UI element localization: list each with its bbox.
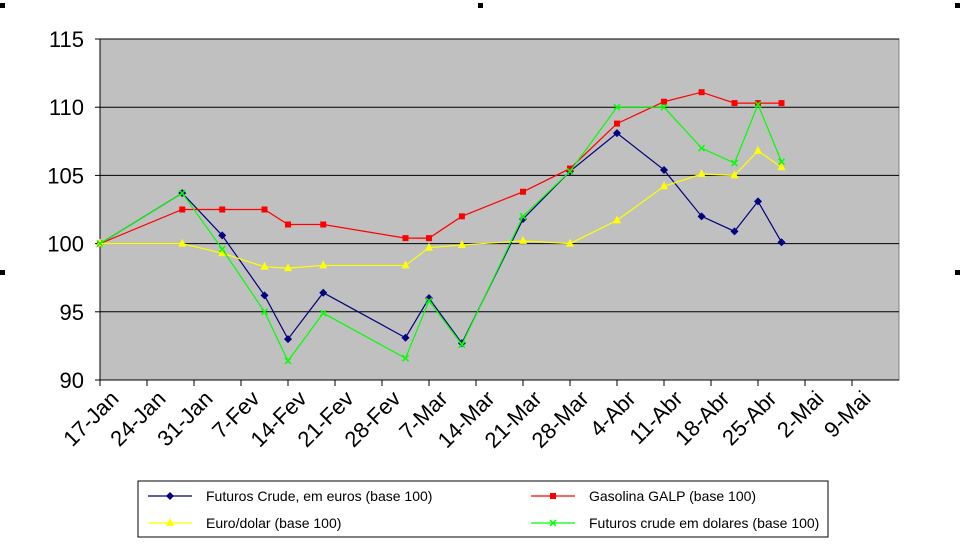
data-point (458, 341, 466, 349)
data-point (425, 297, 433, 305)
legend-box (137, 480, 829, 538)
selection-handle-top-right[interactable] (955, 3, 960, 8)
data-point (96, 240, 104, 248)
selection-handle-top-left[interactable] (0, 3, 5, 8)
legend-marker (166, 518, 174, 526)
data-point (218, 245, 226, 253)
data-point (777, 238, 786, 247)
data-point (778, 100, 785, 107)
data-point (218, 231, 227, 240)
data-point (284, 335, 292, 344)
x-tick-label: 2-Mai (772, 386, 829, 443)
data-point (519, 212, 527, 220)
data-point (285, 221, 291, 228)
data-point (260, 291, 269, 300)
y-tick-label: 105 (47, 163, 84, 188)
data-point (179, 206, 186, 213)
legend-marker (550, 493, 556, 499)
data-point (401, 333, 410, 342)
data-point (520, 188, 526, 195)
y-tick-label: 100 (47, 232, 84, 257)
data-point (777, 158, 786, 166)
data-point (730, 159, 739, 167)
data-point (178, 189, 186, 197)
data-point (260, 261, 269, 270)
data-point (218, 248, 227, 257)
data-point (458, 213, 465, 220)
data-point (731, 100, 738, 107)
data-point (425, 242, 433, 251)
data-point (567, 165, 573, 172)
data-point (457, 239, 466, 248)
x-tick-label: 9-Mai (819, 386, 876, 443)
data-point (320, 221, 327, 228)
data-point (754, 197, 762, 206)
data-point (566, 238, 574, 247)
data-point (660, 165, 668, 174)
data-point (730, 170, 739, 179)
data-point (260, 308, 269, 316)
data-point (284, 263, 292, 272)
data-point (698, 144, 706, 152)
data-point (426, 235, 432, 242)
data-point (566, 167, 574, 175)
x-tick-label: 25-Abr (717, 386, 781, 450)
data-point (519, 235, 527, 244)
data-point (661, 98, 667, 105)
y-tick-label: 110 (49, 95, 84, 120)
data-point (284, 357, 292, 365)
legend-marker (549, 519, 557, 527)
data-point (730, 227, 739, 236)
y-tick-label: 90 (60, 368, 84, 393)
data-point (178, 238, 187, 247)
data-point (425, 294, 433, 303)
y-tick-label: 115 (49, 27, 84, 52)
data-point (660, 181, 668, 190)
data-point (614, 120, 620, 127)
data-point (698, 89, 705, 96)
data-point (613, 129, 621, 138)
data-point (613, 103, 621, 111)
legend-label: Futuros Crude, em euros (base 100) (206, 488, 432, 504)
data-point (754, 100, 762, 109)
data-point (754, 145, 762, 154)
data-point (401, 354, 410, 362)
data-point (319, 288, 328, 297)
data-point (261, 206, 268, 213)
selection-handle-middle-right[interactable] (955, 270, 960, 275)
data-point (401, 260, 410, 269)
data-point (219, 206, 226, 213)
legend-label: Futuros crude em dolares (base 100) (589, 515, 819, 531)
selection-handle-middle-left[interactable] (0, 270, 5, 275)
data-point (660, 103, 668, 111)
selection-handle-top-middle[interactable] (478, 3, 483, 8)
data-point (319, 260, 328, 269)
data-point (777, 162, 786, 171)
legend-label: Euro/dolar (base 100) (206, 515, 341, 531)
legend-label: Gasolina GALP (base 100) (589, 488, 756, 504)
y-tick-label: 95 (60, 300, 84, 325)
data-point (697, 169, 706, 178)
data-point (697, 212, 706, 221)
data-point (319, 309, 327, 317)
data-point (402, 235, 409, 242)
legend-marker (166, 492, 174, 500)
data-point (613, 215, 621, 224)
